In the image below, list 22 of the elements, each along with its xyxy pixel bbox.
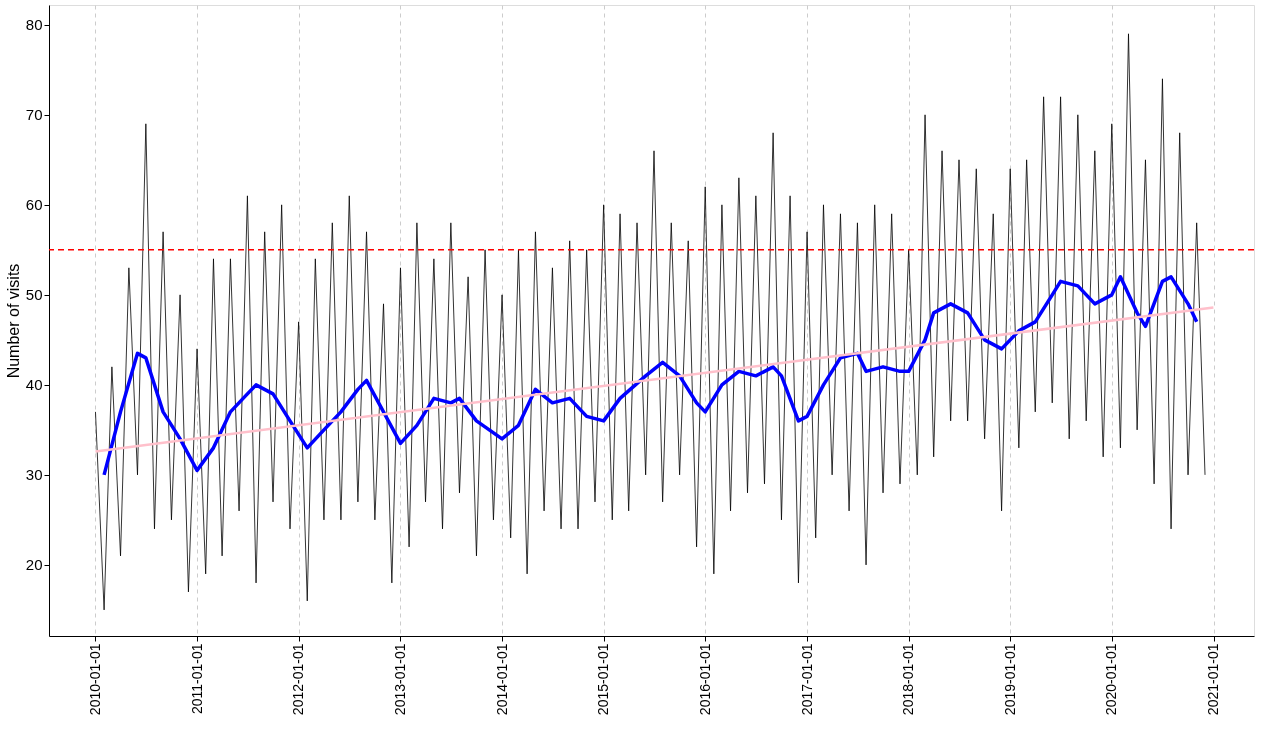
x-tick-label: 2013-01-01 — [391, 643, 408, 716]
x-tick-label: 2018-01-01 — [900, 643, 917, 716]
x-tick-label: 2021-01-01 — [1205, 643, 1222, 716]
line-series — [95, 33, 1206, 611]
x-tick-label: 2019-01-01 — [1001, 643, 1018, 716]
y-tick-label: 60 — [25, 196, 43, 214]
x-tick-label: 2014-01-01 — [493, 643, 510, 716]
y-tick-label: 40 — [25, 376, 43, 394]
y-axis-title: Number of visits — [4, 263, 22, 379]
x-tick-label: 2012-01-01 — [290, 643, 307, 716]
y-tick-label: 50 — [25, 286, 43, 304]
line-series — [102, 275, 1199, 477]
y-tick-label: 80 — [25, 16, 43, 34]
x-tick-label: 2020-01-01 — [1103, 643, 1120, 716]
x-tick-label: 2017-01-01 — [798, 643, 815, 716]
x-tick-label: 2015-01-01 — [595, 643, 612, 716]
x-tick-label: 2016-01-01 — [696, 643, 713, 716]
y-tick-label: 20 — [25, 556, 43, 574]
y-tick-label: 70 — [25, 106, 43, 124]
y-tick-label: 30 — [25, 466, 43, 484]
x-tick-label: 2010-01-01 — [86, 643, 103, 716]
x-tick-label: 2011-01-01 — [188, 643, 205, 715]
